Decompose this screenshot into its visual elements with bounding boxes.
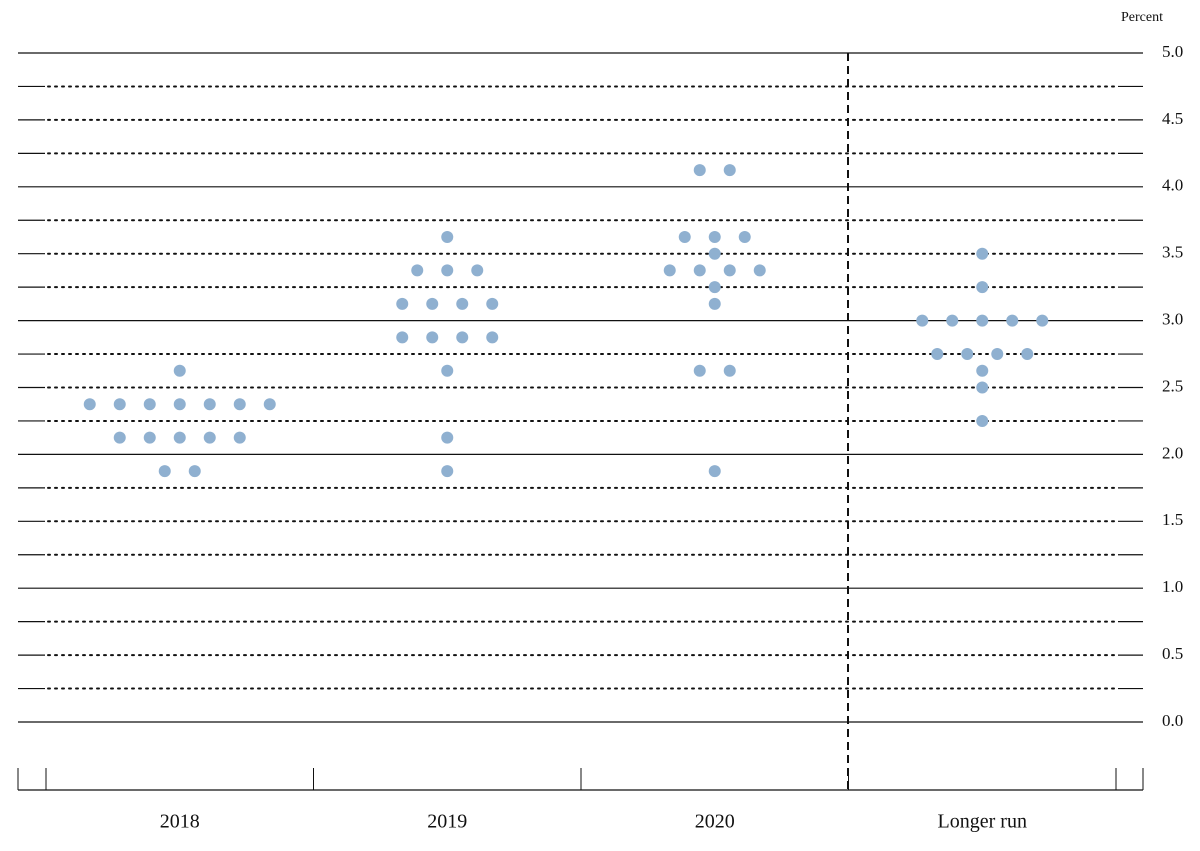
y-tick-label: 2.0	[1162, 443, 1183, 462]
y-tick-label: 1.5	[1162, 510, 1183, 529]
dot	[441, 465, 454, 478]
dot	[143, 431, 156, 444]
dot	[173, 364, 186, 377]
dot	[486, 331, 499, 344]
x-tick-label: 2019	[427, 811, 467, 833]
dot	[441, 230, 454, 243]
dot	[976, 281, 989, 294]
dot	[83, 398, 96, 411]
dot	[203, 431, 216, 444]
y-axis-label: Percent	[1121, 10, 1163, 25]
dot	[1021, 348, 1034, 361]
dot	[708, 465, 721, 478]
y-tick-label: 2.5	[1162, 376, 1183, 395]
dot	[1036, 314, 1049, 327]
dot	[976, 381, 989, 394]
dot	[486, 297, 499, 310]
x-tick-label: Longer run	[938, 811, 1027, 833]
dot	[396, 331, 409, 344]
dot	[991, 348, 1004, 361]
dot	[173, 398, 186, 411]
dot	[693, 164, 706, 177]
dot	[203, 398, 216, 411]
dot	[663, 264, 676, 277]
y-tick-label: 3.5	[1162, 243, 1183, 262]
dot	[113, 431, 126, 444]
x-tick-label: 2018	[160, 811, 200, 833]
y-tick-label: 1.0	[1162, 577, 1183, 596]
dot	[113, 398, 126, 411]
dot	[708, 297, 721, 310]
dot	[471, 264, 484, 277]
y-tick-label: 4.5	[1162, 109, 1183, 128]
dot	[233, 398, 246, 411]
dot	[738, 230, 751, 243]
dot	[426, 297, 439, 310]
dot	[1006, 314, 1019, 327]
dot	[723, 264, 736, 277]
dot	[188, 465, 201, 478]
dot	[693, 264, 706, 277]
dot	[723, 164, 736, 177]
dot	[678, 230, 691, 243]
dot	[441, 264, 454, 277]
x-tick-label: 2020	[695, 811, 735, 833]
dot	[158, 465, 171, 478]
y-tick-label: 3.0	[1162, 310, 1183, 329]
dot	[976, 414, 989, 427]
y-tick-label: 0.5	[1162, 644, 1183, 663]
dot	[976, 364, 989, 377]
dot	[173, 431, 186, 444]
dot	[233, 431, 246, 444]
dot	[753, 264, 766, 277]
dot	[961, 348, 974, 361]
dot	[946, 314, 959, 327]
dot	[426, 331, 439, 344]
dot	[456, 331, 469, 344]
dot	[916, 314, 929, 327]
dot	[976, 314, 989, 327]
dot	[976, 247, 989, 260]
y-tick-label: 0.0	[1162, 711, 1183, 730]
dot	[441, 431, 454, 444]
dot	[723, 364, 736, 377]
dot	[441, 364, 454, 377]
dot	[143, 398, 156, 411]
y-tick-label: 4.0	[1162, 176, 1183, 195]
dot	[693, 364, 706, 377]
dot	[708, 247, 721, 260]
dot	[708, 230, 721, 243]
dot	[931, 348, 944, 361]
dot	[263, 398, 276, 411]
y-tick-label: 5.0	[1162, 42, 1183, 61]
dot	[456, 297, 469, 310]
dot	[411, 264, 424, 277]
dot	[396, 297, 409, 310]
dot	[708, 281, 721, 294]
